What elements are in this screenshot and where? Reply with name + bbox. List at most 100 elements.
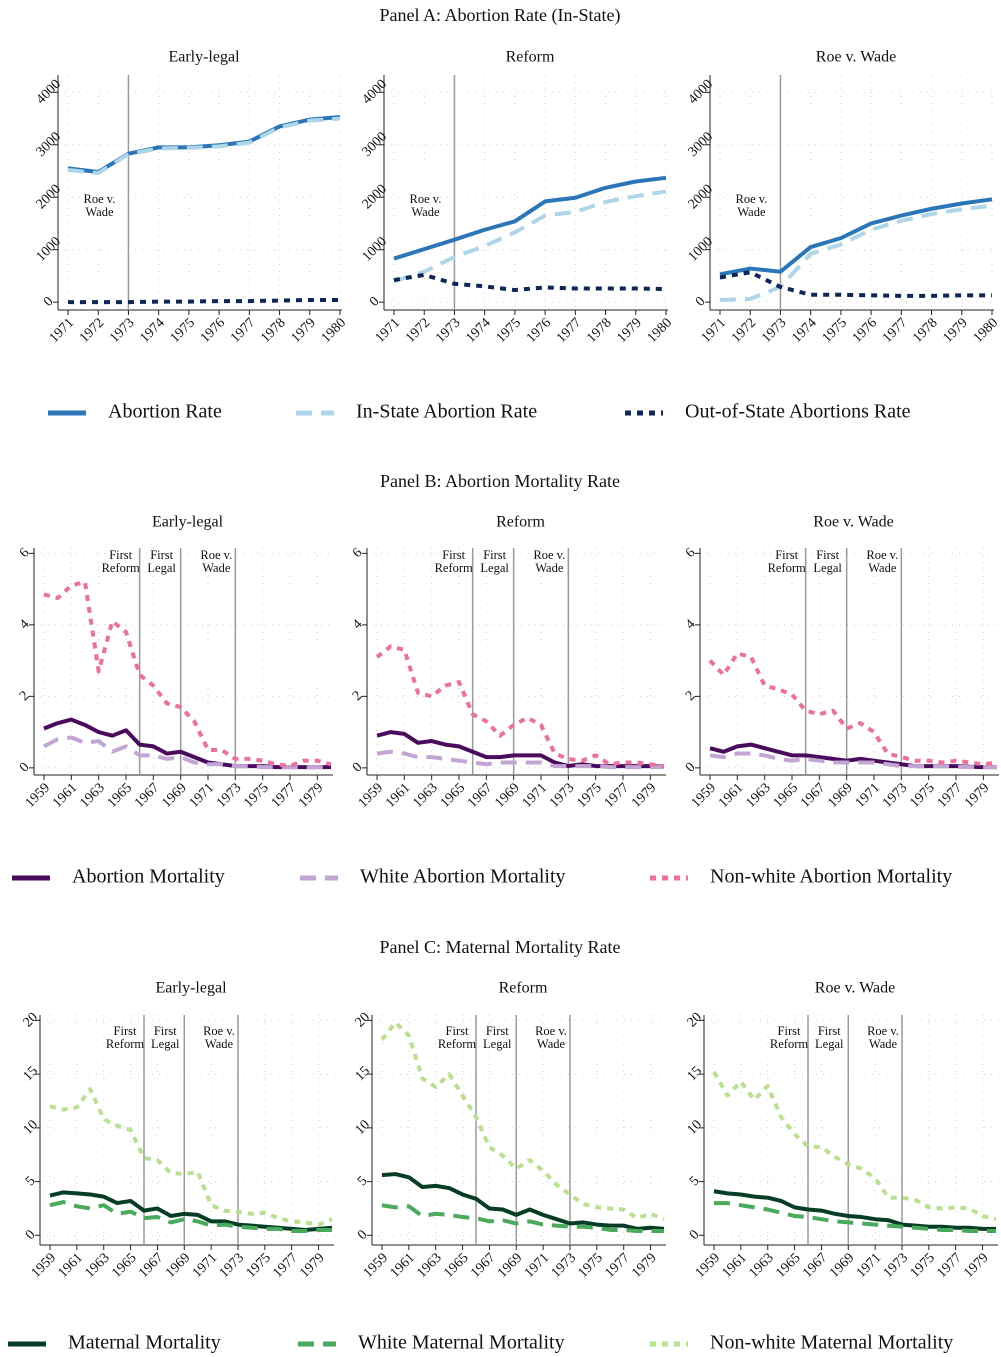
x-tick-label: 1980 — [971, 315, 1001, 345]
y-tick-label: 3000 — [34, 129, 64, 159]
panel-title: Panel B: Abortion Mortality Rate — [380, 471, 620, 491]
reference-label: First — [486, 1024, 509, 1038]
x-tick-label: 1972 — [403, 315, 433, 345]
x-tick-label: 1979 — [297, 1250, 327, 1280]
x-tick-label: 1965 — [771, 780, 801, 810]
series-line — [719, 197, 993, 277]
reference-label: Legal — [147, 561, 176, 575]
x-tick-label: 1965 — [109, 1250, 139, 1280]
series-line — [708, 651, 998, 767]
x-tick-label: 1979 — [629, 780, 659, 810]
x-tick-label: 1963 — [746, 1250, 776, 1280]
reference-label: First — [778, 1024, 801, 1038]
reference-label: Roe v. — [84, 192, 116, 206]
x-tick-label: 1969 — [492, 780, 522, 810]
x-tick-label: 1975 — [907, 780, 937, 810]
reference-label: Reform — [102, 561, 140, 575]
x-tick-label: 1971 — [187, 780, 217, 810]
y-tick-label: 3000 — [686, 129, 716, 159]
x-tick-label: 1977 — [880, 315, 910, 345]
x-tick-label: 1973 — [880, 780, 910, 810]
x-tick-label: 1971 — [47, 315, 77, 345]
series-line — [393, 175, 667, 261]
reference-label: Reform — [768, 561, 806, 575]
x-tick-label: 1963 — [82, 1250, 112, 1280]
series-line — [719, 270, 992, 298]
reference-label: Reform — [435, 561, 473, 575]
x-tick-label: 1975 — [576, 1250, 606, 1280]
reference-label: Roe v. — [200, 548, 232, 562]
x-tick-label: 1973 — [881, 1250, 911, 1280]
x-tick-label: 1961 — [388, 1250, 418, 1280]
x-tick-label: 1979 — [961, 1250, 991, 1280]
x-tick-label: 1975 — [241, 780, 271, 810]
subplot-title: Reform — [506, 49, 555, 66]
reference-label: First — [150, 548, 173, 562]
x-tick-label: 1967 — [468, 1250, 498, 1280]
legend-label: Non-white Abortion Mortality — [710, 866, 952, 888]
x-tick-label: 1961 — [716, 780, 746, 810]
x-tick-label: 1969 — [827, 1250, 857, 1280]
reference-label: Legal — [483, 1037, 512, 1051]
series-line — [67, 114, 341, 175]
x-tick-label: 1965 — [773, 1250, 803, 1280]
y-tick-label: 4000 — [34, 77, 64, 107]
x-tick-label: 1972 — [77, 315, 107, 345]
reference-label: Roe v. — [736, 192, 768, 206]
x-tick-label: 1973 — [433, 315, 463, 345]
x-tick-label: 1977 — [935, 780, 965, 810]
y-tick-label: 10 — [21, 1117, 42, 1138]
x-tick-label: 1976 — [524, 315, 554, 345]
reference-label: Legal — [815, 1037, 844, 1051]
x-tick-label: 1975 — [494, 315, 524, 345]
reference-label: First — [154, 1024, 177, 1038]
x-tick-label: 1963 — [743, 780, 773, 810]
reference-label: Roe v. — [866, 548, 898, 562]
y-tick-label: 20 — [685, 1010, 706, 1031]
x-tick-label: 1963 — [410, 780, 440, 810]
x-tick-label: 1976 — [198, 315, 228, 345]
x-tick-label: 1973 — [217, 1250, 247, 1280]
x-tick-label: 1973 — [107, 315, 137, 345]
legend-label: Abortion Rate — [108, 401, 222, 423]
series-line — [68, 298, 340, 305]
x-tick-label: 1977 — [554, 315, 584, 345]
subplot-title: Roe v. Wade — [815, 980, 895, 997]
x-tick-label: 1977 — [602, 780, 632, 810]
subplot-title: Reform — [496, 514, 545, 531]
reference-label: Roe v. — [867, 1024, 899, 1038]
y-tick-label: 10 — [353, 1117, 374, 1138]
legend-label: White Maternal Mortality — [358, 1332, 565, 1354]
legend-label: Non-white Maternal Mortality — [710, 1332, 953, 1354]
panel-title: Panel A: Abortion Rate (In-State) — [380, 5, 621, 26]
x-tick-label: 1979 — [296, 780, 326, 810]
x-tick-label: 1974 — [137, 315, 167, 345]
legend-label: Out-of-State Abortions Rate — [685, 401, 911, 423]
series-line — [49, 1190, 333, 1232]
x-tick-label: 1980 — [319, 315, 349, 345]
x-tick-label: 1978 — [910, 315, 940, 345]
x-tick-label: 1973 — [547, 780, 577, 810]
x-tick-label: 1959 — [693, 1250, 723, 1280]
reference-label: First — [109, 548, 132, 562]
x-tick-label: 1967 — [136, 1250, 166, 1280]
reference-label: First — [818, 1024, 841, 1038]
legend-label: Abortion Mortality — [72, 866, 225, 888]
reference-label: First — [775, 548, 798, 562]
x-tick-label: 1977 — [269, 780, 299, 810]
reference-label: Wade — [737, 205, 766, 219]
reference-label: Wade — [202, 561, 231, 575]
subplot-title: Roe v. Wade — [816, 49, 896, 66]
x-tick-label: 1969 — [495, 1250, 525, 1280]
reference-label: First — [483, 548, 506, 562]
y-tick-label: 15 — [353, 1064, 374, 1085]
subplot-title: Reform — [499, 980, 548, 997]
series-line — [393, 272, 667, 293]
y-tick-label: 1000 — [686, 234, 716, 264]
x-tick-label: 1977 — [228, 315, 258, 345]
x-tick-label: 1978 — [584, 315, 614, 345]
x-tick-label: 1969 — [825, 780, 855, 810]
subplot-title: Roe v. Wade — [813, 514, 893, 531]
reference-label: Wade — [869, 1037, 898, 1051]
